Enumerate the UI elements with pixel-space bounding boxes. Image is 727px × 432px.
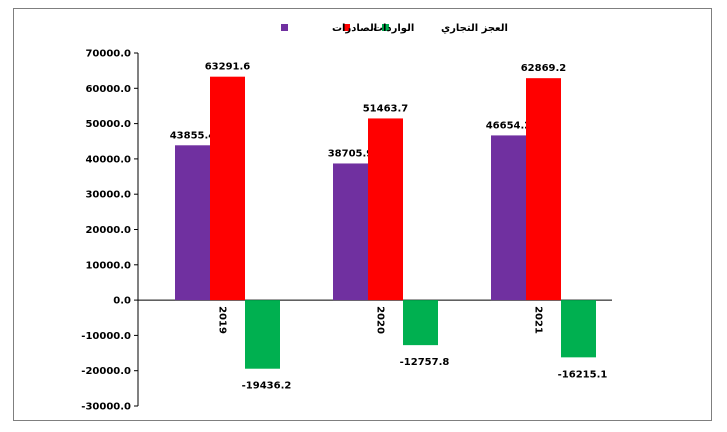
data-label: 38705.9 (328, 148, 374, 159)
legend-swatch (343, 24, 350, 31)
y-tick-label: 10000.0 (85, 260, 131, 271)
legend-swatch (382, 24, 389, 31)
legend-label: الصادرات (332, 23, 377, 34)
x-category-label: 2021 (533, 306, 544, 334)
bar-trade-deficit-2019 (245, 300, 280, 369)
bar-exports-2021 (491, 135, 526, 301)
y-tick-label: 30000.0 (85, 190, 131, 201)
legend-swatch (281, 24, 288, 31)
chart-frame: 70000.0 60000.0 50000.0 40000.0 30000.0 20000… (13, 8, 712, 421)
bar-imports-2021 (526, 78, 561, 301)
data-label: 46654.2 (486, 120, 532, 131)
y-tick-label: -20000.0 (81, 366, 131, 377)
y-tick-label: 0.0 (113, 296, 131, 307)
data-label: -16215.1 (558, 369, 608, 380)
legend-label: الواردات (373, 23, 414, 34)
data-label: 63291.6 (205, 62, 251, 73)
bar-chart: 70000.0 60000.0 50000.0 40000.0 30000.0 20000… (81, 23, 612, 413)
y-tick-label: -10000.0 (81, 331, 131, 342)
y-tick-label: 60000.0 (85, 84, 131, 95)
x-category-label: 2020 (375, 306, 386, 334)
data-label: -12757.8 (400, 357, 450, 368)
data-label: 51463.7 (363, 103, 409, 114)
data-label: 43855.4 (170, 130, 216, 141)
bar-imports-2019 (210, 76, 245, 301)
y-tick-label: 20000.0 (85, 225, 131, 236)
bar-imports-2020 (368, 118, 403, 301)
data-label: 62869.2 (521, 63, 567, 74)
bar-trade-deficit-2021 (561, 300, 596, 358)
bar-trade-deficit-2020 (403, 300, 438, 346)
y-tick-label: 40000.0 (85, 154, 131, 165)
data-label: -19436.2 (242, 381, 292, 392)
y-tick-label: -30000.0 (81, 402, 131, 413)
y-tick-label: 50000.0 (85, 119, 131, 130)
y-tick-label: 70000.0 (85, 49, 131, 60)
x-category-label: 2019 (217, 306, 228, 334)
legend-label: العجز التجاري (441, 23, 508, 34)
bar-exports-2020 (333, 163, 368, 301)
bar-exports-2019 (175, 145, 210, 301)
